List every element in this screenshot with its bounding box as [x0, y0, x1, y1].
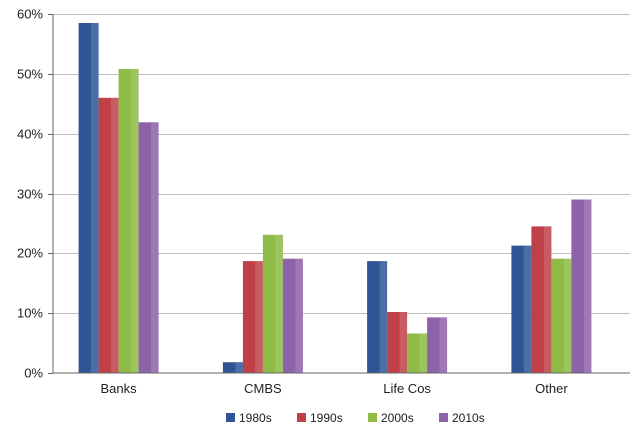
bar-other-2000s [551, 258, 572, 373]
bar-life-cos-2010s [427, 317, 448, 373]
bar-cmbs-2010s [282, 258, 303, 373]
x-category-label: Banks [101, 381, 138, 396]
y-tick-label: 60% [17, 7, 43, 22]
bar-highlight [275, 234, 283, 373]
x-category-label: CMBS [244, 381, 282, 396]
bar-banks-2010s [138, 122, 159, 373]
bar-other-2010s [571, 199, 592, 373]
bar-highlight [255, 261, 263, 373]
bar-cmbs-1980s [222, 362, 243, 373]
y-tick-label: 0% [24, 366, 43, 381]
legend-label-1980s: 1980s [239, 411, 272, 425]
bar-cmbs-2000s [262, 234, 283, 373]
y-tick-label: 40% [17, 127, 43, 142]
bar-highlight [439, 317, 448, 373]
bar-highlight [419, 333, 428, 373]
x-category-label: Other [535, 381, 568, 396]
bar-banks-1980s [78, 23, 99, 373]
bar-highlight [151, 122, 159, 373]
bar-highlight [379, 261, 388, 373]
bar-highlight [91, 23, 99, 373]
bar-life-cos-1990s [387, 312, 408, 373]
bar-highlight [543, 226, 552, 373]
legend: 1980s 1990s 2000s 2010s [226, 411, 485, 425]
bar-cmbs-1990s [242, 261, 263, 373]
bar-banks-2000s [118, 69, 139, 373]
bar-highlight [563, 258, 572, 373]
bar-life-cos-2000s [407, 333, 428, 373]
x-axis-labels: Banks CMBS Life Cos Other [101, 381, 569, 396]
bar-highlight [111, 97, 119, 374]
bar-banks-1990s [98, 97, 119, 374]
legend-swatch-2000s [368, 413, 377, 422]
legend-label-1990s: 1990s [310, 411, 343, 425]
bar-highlight [583, 199, 592, 373]
bar-highlight [235, 362, 243, 373]
bar-life-cos-1980s [367, 261, 388, 373]
x-category-label: Life Cos [383, 381, 431, 396]
bars [78, 23, 592, 374]
axes [52, 14, 630, 374]
legend-label-2010s: 2010s [452, 411, 485, 425]
legend-swatch-1990s [297, 413, 306, 422]
bar-highlight [523, 245, 532, 373]
y-tick-label: 50% [17, 67, 43, 82]
bar-other-1980s [511, 245, 532, 373]
bar-highlight [399, 312, 408, 373]
bar-highlight [131, 69, 139, 373]
y-axis-ticks: 0% 10% 20% 30% 40% 50% 60% [17, 7, 53, 381]
y-tick-label: 10% [17, 306, 43, 321]
y-tick-label: 20% [17, 246, 43, 261]
bar-other-1990s [531, 226, 552, 373]
legend-swatch-1980s [226, 413, 235, 422]
legend-swatch-2010s [439, 413, 448, 422]
legend-label-2000s: 2000s [381, 411, 414, 425]
bar-highlight [295, 258, 303, 373]
y-tick-label: 30% [17, 187, 43, 202]
